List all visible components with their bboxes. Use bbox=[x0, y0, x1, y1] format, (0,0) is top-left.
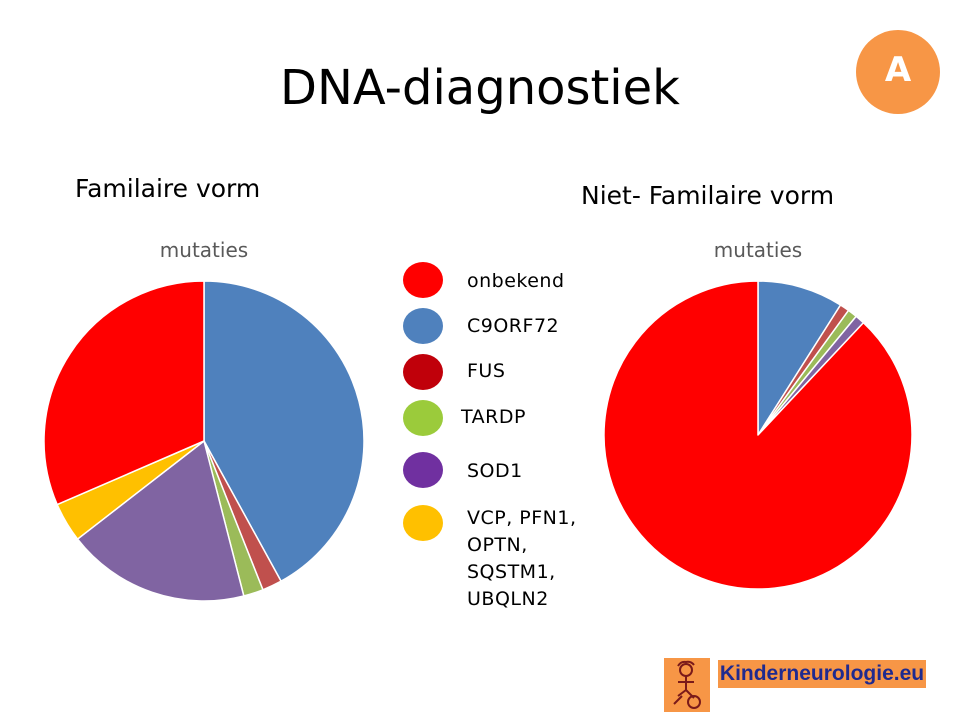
non-familial-section-title: Niet- Familaire vorm bbox=[581, 181, 835, 210]
logo-text: Kinderneurologie.eu bbox=[718, 660, 926, 688]
non-familial-slice-c9orf72 bbox=[757, 280, 842, 436]
legend-label-onbekend: onbekend bbox=[467, 270, 565, 292]
non-familial-slice-onbekend bbox=[603, 280, 913, 590]
familial-slice-c9orf72 bbox=[203, 280, 365, 582]
legend-label-fus: FUS bbox=[467, 360, 506, 382]
legend-dot-onbekend bbox=[403, 262, 443, 298]
slide-title: DNA-diagnostiek bbox=[280, 60, 680, 116]
legend-dot-tardp bbox=[403, 400, 443, 436]
familial-chart-title: mutaties bbox=[159, 238, 249, 262]
legend-dot-c9orf72 bbox=[403, 308, 443, 344]
familial-slice-onbekend bbox=[43, 280, 205, 506]
legend-label-tardp: TARDP bbox=[461, 406, 526, 428]
non-familial-pie-chart bbox=[603, 280, 913, 590]
legend-dot-fus bbox=[403, 354, 443, 390]
section-badge: A bbox=[856, 30, 940, 114]
logo-icon bbox=[664, 658, 710, 712]
familial-pie-chart bbox=[43, 280, 365, 602]
legend-dot-sod1 bbox=[403, 452, 443, 488]
familial-section-title: Familaire vorm bbox=[75, 174, 261, 203]
legend-dot-other-genes bbox=[403, 505, 443, 541]
legend-label-sod1: SOD1 bbox=[467, 460, 523, 482]
familial-slice-sod1 bbox=[76, 440, 245, 602]
non-familial-chart-title: mutaties bbox=[713, 238, 803, 262]
legend-label-c9orf72: C9ORF72 bbox=[467, 315, 560, 337]
legend-label-other-genes: VCP, PFN1, OPTN, SQSTM1, UBQLN2 bbox=[467, 507, 577, 610]
